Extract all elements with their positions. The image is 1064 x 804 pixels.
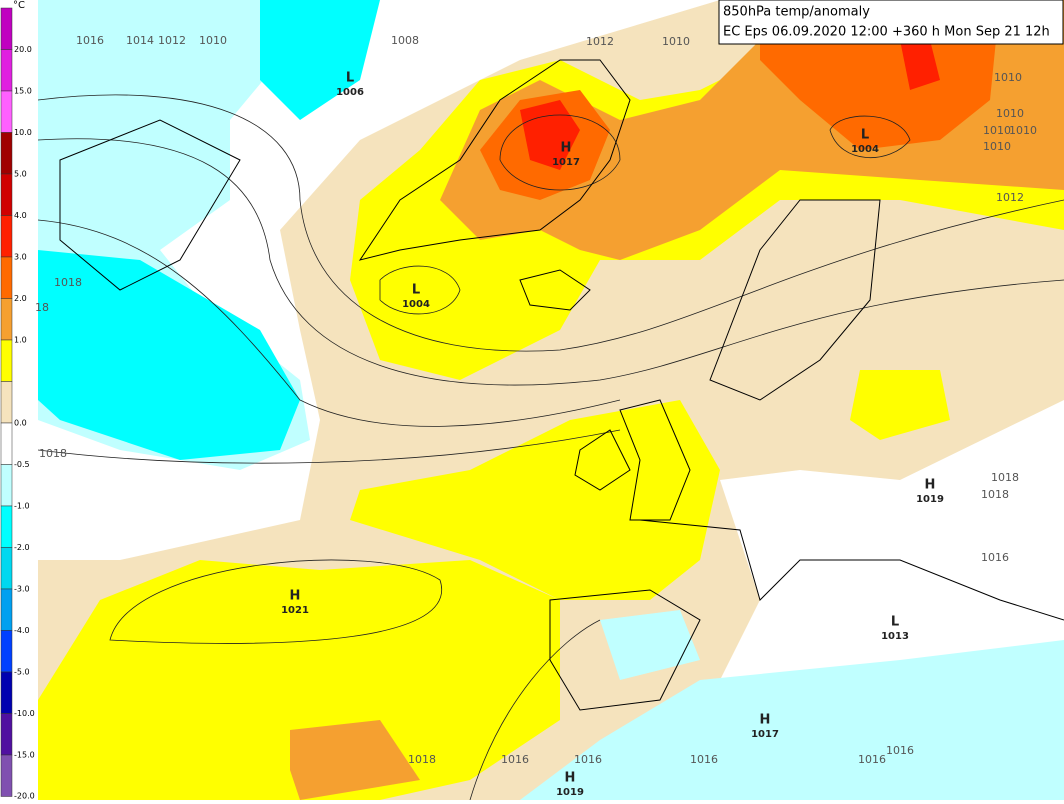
system-value: 1006 [336, 87, 364, 98]
legend-label: 20.0 [14, 45, 32, 54]
isobar-label: 1014 [126, 34, 154, 47]
system-value: 1021 [281, 605, 309, 616]
isobar-label: 1016 [858, 753, 886, 766]
legend-label: 10.0 [14, 128, 32, 137]
isobar-label: 18 [35, 301, 49, 314]
isobar-label: 1010 [662, 35, 690, 48]
legend-swatch [0, 505, 13, 548]
legend-swatch [0, 464, 13, 507]
header-line: 850hPa temp/anomaly [723, 5, 870, 20]
isobars [37, 94, 1064, 801]
isobar-label: 1010 [1009, 124, 1037, 137]
legend-swatch [0, 630, 13, 673]
legend-swatch [0, 339, 13, 382]
isobar-label: 1008 [391, 34, 419, 47]
legend-swatch [0, 90, 13, 133]
legend-swatch [0, 256, 13, 299]
legend-label: -10.0 [14, 709, 35, 718]
legend-swatch [0, 173, 13, 216]
legend-label: -20.0 [14, 792, 35, 801]
system-letter: L [346, 71, 354, 86]
system-letter: L [891, 615, 899, 630]
coastlines [59, 59, 1064, 711]
legend-label: 2.0 [14, 294, 27, 303]
map-field [38, 0, 1064, 800]
system-value: 1013 [881, 631, 909, 642]
system-value: 1019 [916, 494, 944, 505]
legend-swatch [0, 132, 13, 175]
legend-label: 15.0 [14, 87, 32, 96]
system-value: 1019 [556, 787, 584, 798]
legend-unit: °C [13, 0, 25, 11]
legend-label: -2.0 [14, 543, 30, 552]
isobar-label: 1016 [501, 753, 529, 766]
legend-label: -0.5 [14, 460, 30, 469]
legend-label: 5.0 [14, 170, 27, 179]
isobar-label: 1010 [994, 71, 1022, 84]
legend-swatch [0, 215, 13, 258]
system-value: 1017 [552, 157, 580, 168]
legend-swatch [0, 713, 13, 756]
isobar-label: 1010 [983, 124, 1011, 137]
legend-label: 0.0 [14, 419, 27, 428]
legend-swatch [0, 381, 13, 424]
header-box [718, 0, 1064, 45]
isobar-label: 1018 [991, 471, 1019, 484]
isobar-label: 1012 [158, 34, 186, 47]
isobar-label: 1016 [76, 34, 104, 47]
system-letter: L [412, 283, 420, 298]
isobar-label: 1018 [981, 488, 1009, 501]
system-value: 1004 [851, 144, 879, 155]
legend-label: -4.0 [14, 626, 30, 635]
isobar-label: 1018 [39, 447, 67, 460]
isobar-label: 1016 [690, 753, 718, 766]
legend-swatch [0, 588, 13, 631]
system-letter: H [561, 141, 572, 156]
system-letter: L [861, 128, 869, 143]
isobar-label: 1018 [408, 753, 436, 766]
legend-swatch [0, 49, 13, 92]
isobar-label: 1012 [996, 191, 1024, 204]
system-letter: H [290, 589, 301, 604]
legend-label: -5.0 [14, 668, 30, 677]
isobar-label: 1018 [54, 276, 82, 289]
legend-swatch [0, 7, 13, 50]
legend-swatch [0, 298, 13, 341]
legend-label: 4.0 [14, 211, 27, 220]
system-value: 1017 [751, 729, 779, 740]
legend-swatch [0, 671, 13, 714]
system-value: 1004 [402, 299, 430, 310]
system-letter: H [760, 713, 771, 728]
isobar-label: 1016 [981, 551, 1009, 564]
legend-swatch [0, 754, 13, 797]
isobar-label: 1016 [886, 744, 914, 757]
isobar-label: 1010 [199, 34, 227, 47]
system-letter: H [925, 478, 936, 493]
isobar-label: 1016 [574, 753, 602, 766]
system-letter: H [565, 771, 576, 786]
legend-label: -15.0 [14, 751, 35, 760]
legend-label: 3.0 [14, 253, 27, 262]
pressure-labels: L1006H1017L1004L1004H1019H1021L1013H1017… [35, 34, 1037, 798]
isobar-label: 1010 [983, 140, 1011, 153]
legend-swatch [0, 547, 13, 590]
color-legend: °C 20.0 15.0 10.0 5.0 4.0 3.0 2.0 1.0 0.0 -0.5 -1.0… [0, 0, 38, 801]
legend-label: -3.0 [14, 585, 30, 594]
header-line: EC Eps 06.09.2020 12:00 +360 h Mon Sep 2… [723, 25, 1050, 40]
legend-swatch [0, 422, 13, 465]
legend-label: -1.0 [14, 502, 30, 511]
isobar-label: 1012 [586, 35, 614, 48]
isobar-label: 1010 [996, 107, 1024, 120]
legend-label: 1.0 [14, 336, 27, 345]
